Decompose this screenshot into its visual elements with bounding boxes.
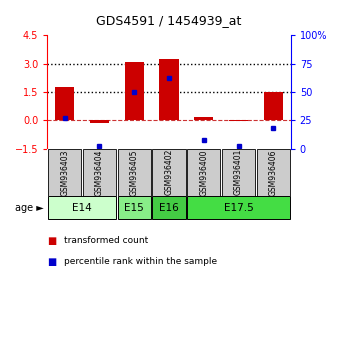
Bar	[83, 149, 116, 196]
Bar	[125, 62, 144, 120]
Text: age ►: age ►	[15, 203, 44, 213]
Bar	[118, 196, 151, 219]
Text: ■: ■	[47, 236, 56, 246]
Text: E15: E15	[124, 203, 144, 213]
Text: transformed count: transformed count	[64, 236, 148, 245]
Text: GDS4591 / 1454939_at: GDS4591 / 1454939_at	[96, 13, 242, 27]
Bar	[118, 149, 151, 196]
Text: E14: E14	[72, 203, 92, 213]
Bar	[90, 120, 109, 122]
Text: E17.5: E17.5	[224, 203, 254, 213]
Bar	[194, 116, 213, 120]
Text: GSM936402: GSM936402	[165, 149, 173, 195]
Bar	[187, 149, 220, 196]
Text: GSM936403: GSM936403	[60, 149, 69, 195]
Text: percentile rank within the sample: percentile rank within the sample	[64, 257, 217, 267]
Bar	[187, 196, 290, 219]
Bar	[55, 87, 74, 120]
Text: GSM936404: GSM936404	[95, 149, 104, 195]
Bar	[222, 149, 255, 196]
Bar	[257, 149, 290, 196]
Text: ■: ■	[47, 257, 56, 267]
Bar	[229, 120, 248, 121]
Text: GSM936401: GSM936401	[234, 149, 243, 195]
Bar	[48, 149, 81, 196]
Text: E16: E16	[159, 203, 179, 213]
Bar	[160, 59, 178, 120]
Text: GSM936406: GSM936406	[269, 149, 278, 195]
Text: GSM936400: GSM936400	[199, 149, 208, 195]
Bar	[152, 196, 186, 219]
Bar	[152, 149, 186, 196]
Bar	[264, 92, 283, 120]
Bar	[48, 196, 116, 219]
Text: GSM936405: GSM936405	[130, 149, 139, 195]
